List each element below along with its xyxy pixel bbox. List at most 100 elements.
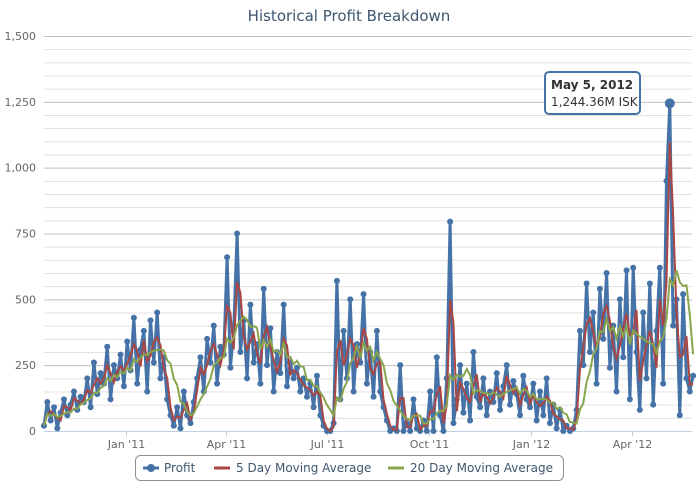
profit-point <box>54 425 61 432</box>
y-tick-label: 0 <box>29 425 36 438</box>
profit-point <box>576 327 583 334</box>
profit-point <box>144 388 151 395</box>
profit-point <box>463 380 470 387</box>
profit-point <box>313 372 320 379</box>
profit-point <box>270 388 277 395</box>
profit-point <box>264 362 271 369</box>
profit-point <box>370 393 377 400</box>
profit-point <box>154 309 161 316</box>
profit-point <box>600 335 607 342</box>
x-axis: Jan '11 Apr '11 Jul '11 Oct '11 Jan '12 Apr '… <box>44 431 692 451</box>
profit-point <box>470 349 477 355</box>
legend-label-profit: Profit <box>164 461 196 475</box>
profit-point <box>553 425 560 432</box>
profit-point <box>120 383 127 390</box>
series-group <box>41 98 697 434</box>
profit-point <box>140 327 147 334</box>
profit-point <box>217 343 224 350</box>
profit-point <box>107 396 114 403</box>
profit-point <box>210 322 217 329</box>
profit-point <box>280 301 287 308</box>
profit-point <box>360 291 367 298</box>
profit-point <box>147 317 154 324</box>
profit-point <box>373 327 380 334</box>
profit-point <box>510 377 517 384</box>
legend: Profit 5 Day Moving Average 20 Day Movin… <box>135 455 564 481</box>
profit-point <box>533 417 540 424</box>
profit-point <box>290 375 297 382</box>
profit-point <box>603 270 610 276</box>
profit-point <box>423 428 430 434</box>
legend-item-20-day-ma[interactable]: 20 Day Moving Average <box>388 461 553 475</box>
profit-point <box>157 375 164 382</box>
profit-point <box>517 412 524 419</box>
profit-point <box>437 412 444 419</box>
profit-point <box>543 375 550 382</box>
profit-point <box>656 264 663 271</box>
profit-point <box>440 428 447 434</box>
y-tick-label: 1,250 <box>5 96 37 109</box>
profit-point <box>507 401 514 408</box>
profit-point <box>333 277 340 284</box>
tooltip: May 5, 2012 1,244.36M ISK <box>544 71 641 115</box>
profit-point <box>433 354 440 361</box>
profit-point <box>174 404 181 411</box>
legend-profit-marker-icon <box>147 464 155 472</box>
profit-point <box>303 393 310 400</box>
profit-point <box>187 420 194 427</box>
profit-point <box>586 349 593 355</box>
y-tick-label: 1,500 <box>5 30 37 43</box>
profit-point <box>170 422 177 429</box>
profit-point <box>134 380 141 387</box>
profit-point <box>267 325 274 332</box>
profit-point <box>250 359 257 366</box>
profit-point <box>590 309 597 316</box>
x-tick-label: Jan '11 <box>107 438 145 451</box>
profit-point <box>110 362 117 369</box>
profit-point <box>197 354 204 361</box>
profit-point <box>214 380 221 387</box>
profit-series-line <box>42 101 695 433</box>
legend-label-20-day-ma: 20 Day Moving Average <box>410 461 553 475</box>
profit-point <box>237 349 244 355</box>
profit-point <box>50 404 57 411</box>
tooltip-date: May 5, 2012 <box>551 78 633 92</box>
profit-point <box>593 380 600 387</box>
profit-point <box>260 285 267 292</box>
legend-label-5-day-ma: 5 Day Moving Average <box>236 461 371 475</box>
profit-point <box>87 404 94 411</box>
profit-point <box>457 362 464 369</box>
profit-point <box>410 396 417 403</box>
profit-point <box>77 393 84 400</box>
profit-point <box>493 370 500 377</box>
x-tick-label: Oct '11 <box>410 438 450 451</box>
profit-point <box>150 359 157 366</box>
y-axis-labels: 0 250 500 750 1,000 1,250 1,500 <box>5 30 37 438</box>
legend-item-5-day-ma[interactable]: 5 Day Moving Average <box>214 461 371 475</box>
profit-point <box>97 370 104 377</box>
profit-point <box>646 280 653 287</box>
profit-point <box>670 322 677 329</box>
profit-point <box>676 412 683 419</box>
profit-point <box>613 388 620 395</box>
profit-point <box>606 364 613 371</box>
profit-point <box>503 362 510 369</box>
profit-point <box>244 375 251 382</box>
profit-point <box>204 335 211 342</box>
profit-point <box>640 309 647 316</box>
tooltip-box <box>544 71 641 115</box>
profit-point <box>497 406 504 413</box>
profit-point <box>530 380 537 387</box>
profit-point <box>84 375 91 382</box>
legend-item-profit[interactable]: Profit <box>143 461 196 475</box>
20-day-moving-average-line <box>43 269 695 426</box>
tooltip-value: 1,244.36M ISK <box>551 95 639 109</box>
profit-point <box>90 359 97 366</box>
profit-point <box>626 396 633 403</box>
profit-point <box>124 338 131 345</box>
y-tick-label: 1,000 <box>5 162 37 175</box>
profit-point <box>247 301 254 308</box>
y-tick-label: 250 <box>15 359 36 372</box>
profit-point <box>41 422 47 429</box>
